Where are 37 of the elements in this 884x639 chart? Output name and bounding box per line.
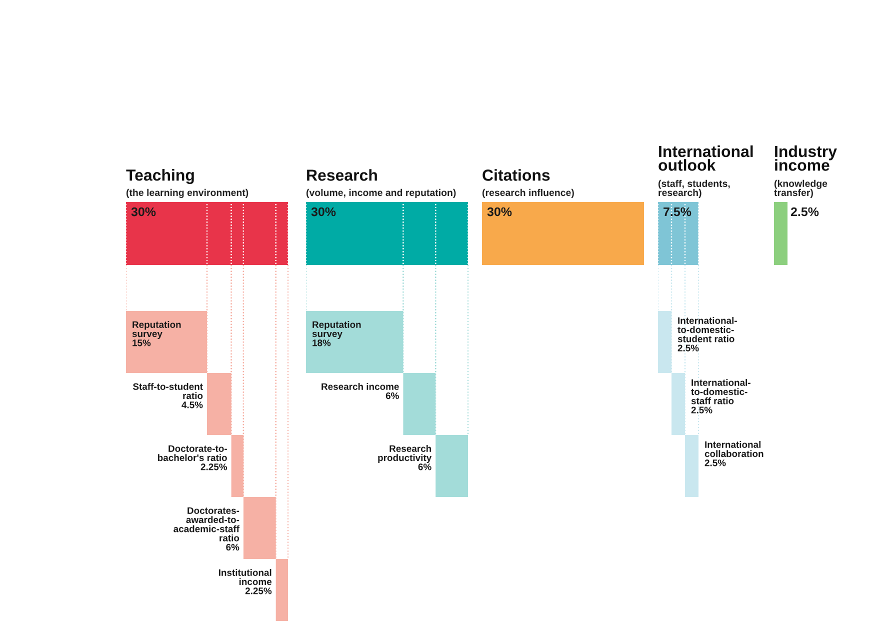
text: 7.5% xyxy=(664,207,692,216)
text: Research xyxy=(307,169,377,181)
data-label: 15% xyxy=(132,340,151,346)
text: (knowledge transfer) xyxy=(774,180,828,198)
text: (staff, students, research) xyxy=(658,180,730,198)
data-label: 30% xyxy=(487,207,512,216)
data-label: 6% xyxy=(226,544,240,551)
text: (volume, income and reputation) xyxy=(306,188,456,198)
category-label: Doctorates-awarded-to-academic-staff ratio xyxy=(174,507,240,542)
category-label: International-to-domestic-student ratio xyxy=(678,317,737,342)
data-label: 2.5% xyxy=(691,406,712,414)
text: Teaching xyxy=(126,169,194,184)
category-label: Research productivity xyxy=(378,445,432,463)
data-label: 2.25% xyxy=(245,588,272,594)
text: 30% xyxy=(131,207,156,216)
text: (the learning environment) xyxy=(126,188,248,198)
category-label: International collaboration xyxy=(704,441,764,458)
data-label: 6% xyxy=(418,464,432,470)
text: (research influence) xyxy=(482,188,574,198)
data-label: 2.5% xyxy=(704,460,726,466)
category-label: Staff-to-student ratio xyxy=(132,383,203,400)
category-label: Research income xyxy=(322,383,399,390)
data-label: 2.5% xyxy=(790,207,819,216)
text: International outlook xyxy=(658,145,753,171)
text: 30% xyxy=(311,207,336,216)
text: Industry income xyxy=(775,145,837,171)
data-label: 2.5% xyxy=(678,344,699,352)
category-label: International-to-domestic-staff ratio xyxy=(691,379,750,404)
data-label: 6% xyxy=(386,392,399,400)
category-label: Reputation survey xyxy=(132,321,181,339)
category-label: Institutional income xyxy=(218,569,272,586)
category-label: Doctorate-to-bachelor's ratio xyxy=(158,445,227,462)
data-label: 4.5% xyxy=(182,402,203,408)
data-label: 18% xyxy=(312,340,331,346)
category-label: Reputation survey xyxy=(312,321,361,339)
text: Citations xyxy=(482,169,550,181)
data-label: 2.25% xyxy=(200,464,228,470)
